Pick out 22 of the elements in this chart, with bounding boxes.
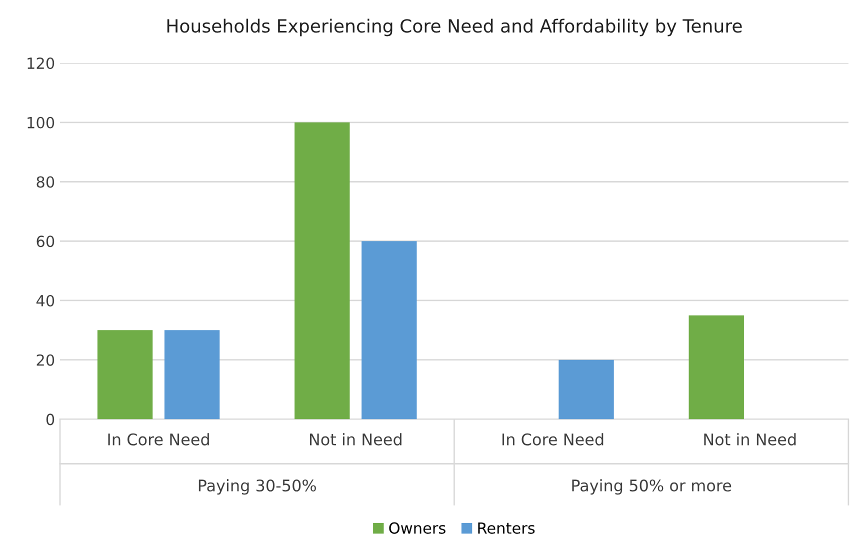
chart-title: Households Experiencing Core Need and Affordability by Tenure [167,18,742,36]
bar [688,315,744,420]
y-tick-label: 120 [28,57,54,70]
bar [294,122,350,420]
bar [97,330,153,420]
y-tick-label: 100 [28,116,54,128]
y-tick-label: 0 [46,414,54,426]
bar [362,241,417,420]
y-tick-label: 80 [36,176,54,188]
text: Paying 50% or more [572,479,732,495]
legend-label: Owners [389,522,446,534]
legend-label: Renters [478,522,535,534]
y-tick-label: 60 [36,236,54,248]
x-tick-label: In Core Need [502,433,604,446]
y-tick-label: 40 [36,294,54,307]
x-tick-label: Not in Need [310,433,402,446]
text: Paying 30-50% [198,479,316,495]
bar [164,330,220,420]
y-tick-label: 20 [36,354,54,366]
x-tick-label: In Core Need [108,433,209,446]
x-tick-label: Not in Need [704,433,796,446]
bar [558,360,614,420]
